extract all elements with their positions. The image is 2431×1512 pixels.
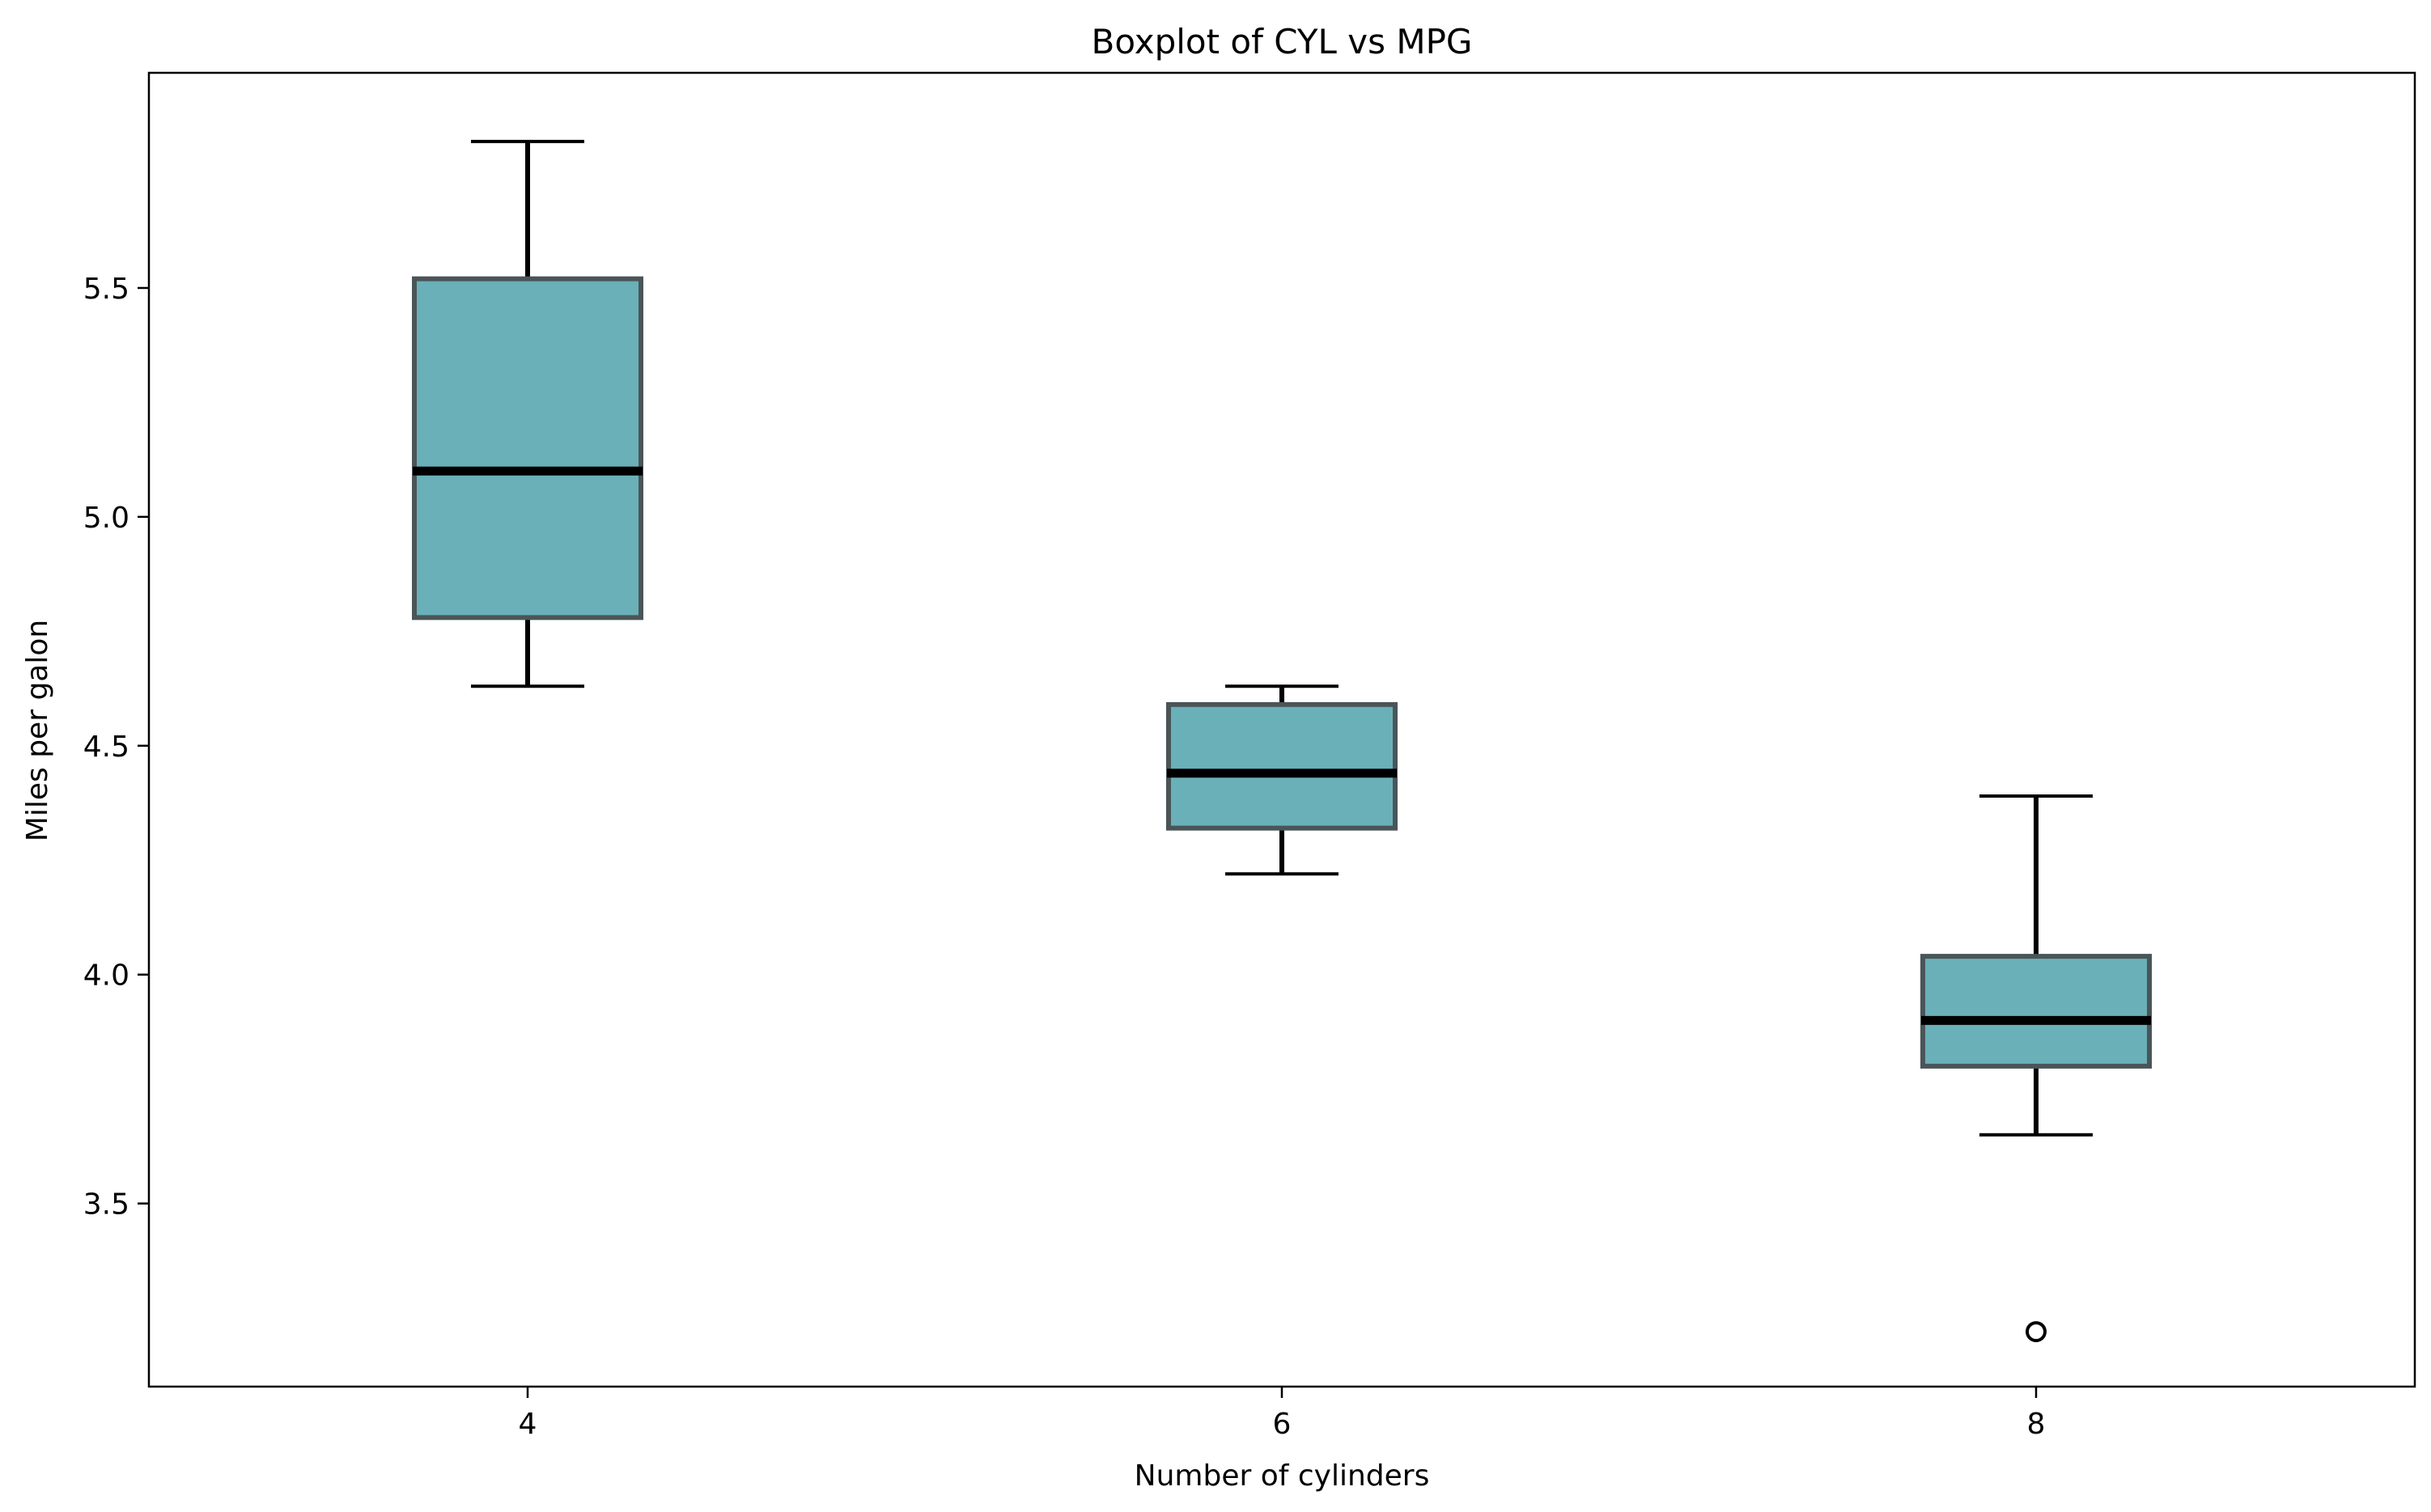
chart-title: Boxplot of CYL vs MPG <box>1092 22 1473 61</box>
iqr-box <box>412 276 643 620</box>
y-axis-ticks: 3.5 4.0 4.5 5.0 5.5 <box>83 273 149 1222</box>
iqr-box <box>1166 701 1398 831</box>
x-axis-label: Number of cylinders <box>1135 1459 1430 1493</box>
y-tick-label: 3.5 <box>83 1188 129 1222</box>
plot-area-frame <box>147 71 2416 1388</box>
box-series <box>412 139 2152 1343</box>
box-6 <box>1166 684 1398 876</box>
box-8 <box>1920 794 2152 1343</box>
x-axis-ticks: 4 6 8 <box>519 1387 2046 1441</box>
y-tick-label: 5.0 <box>83 502 129 535</box>
x-tick-label: 4 <box>519 1408 537 1441</box>
box-4 <box>412 139 643 688</box>
y-axis-label: Miles per galon <box>21 620 54 841</box>
y-tick-label: 5.5 <box>83 273 129 306</box>
y-tick-label: 4.5 <box>83 731 129 764</box>
iqr-box <box>1920 954 2152 1069</box>
x-tick-label: 6 <box>1273 1408 1292 1441</box>
outlier-point <box>2026 1321 2047 1343</box>
x-tick-label: 8 <box>2027 1408 2046 1441</box>
y-tick-label: 4.0 <box>83 959 129 993</box>
